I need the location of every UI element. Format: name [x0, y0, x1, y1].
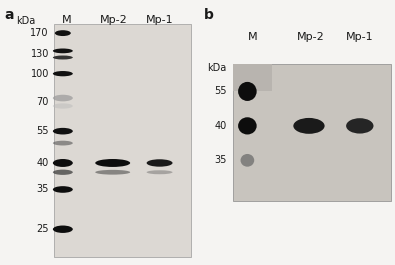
Bar — [54, 245, 192, 257]
Bar — [54, 59, 192, 70]
Bar — [54, 82, 192, 94]
Bar — [54, 222, 192, 234]
Text: 55: 55 — [214, 86, 227, 96]
Text: kDa: kDa — [16, 16, 35, 26]
Ellipse shape — [53, 128, 73, 135]
Bar — [54, 210, 192, 222]
Text: 130: 130 — [30, 49, 49, 59]
Bar — [54, 47, 192, 59]
Text: 55: 55 — [36, 126, 49, 136]
Text: kDa: kDa — [208, 63, 227, 73]
Bar — [54, 24, 192, 257]
Text: a: a — [4, 8, 13, 22]
Bar — [54, 105, 192, 117]
Ellipse shape — [53, 55, 73, 60]
Ellipse shape — [238, 82, 257, 101]
Ellipse shape — [147, 170, 173, 174]
Bar — [54, 175, 192, 187]
Ellipse shape — [293, 118, 325, 134]
Bar — [233, 64, 272, 91]
Bar — [54, 164, 192, 175]
Ellipse shape — [53, 141, 73, 145]
Text: M: M — [62, 15, 71, 25]
Bar — [233, 64, 391, 201]
Ellipse shape — [53, 226, 73, 233]
Ellipse shape — [346, 118, 374, 134]
Text: Mp-2: Mp-2 — [100, 15, 128, 25]
Text: 25: 25 — [36, 224, 49, 234]
Bar — [54, 152, 192, 164]
Text: 100: 100 — [30, 69, 49, 79]
Ellipse shape — [53, 48, 73, 53]
Text: b: b — [203, 8, 213, 22]
Text: Mp-1: Mp-1 — [346, 32, 374, 42]
Ellipse shape — [147, 159, 173, 167]
Text: Mp-1: Mp-1 — [146, 15, 173, 25]
Bar — [54, 24, 192, 36]
Ellipse shape — [53, 95, 73, 101]
Ellipse shape — [53, 186, 73, 193]
Bar — [54, 129, 192, 140]
Ellipse shape — [95, 159, 130, 167]
Bar — [54, 199, 192, 210]
Text: 35: 35 — [214, 155, 227, 165]
Text: 40: 40 — [37, 158, 49, 168]
Ellipse shape — [53, 170, 73, 175]
Text: M: M — [247, 32, 257, 42]
Text: 70: 70 — [36, 97, 49, 107]
Bar — [54, 187, 192, 199]
Ellipse shape — [241, 154, 254, 167]
Ellipse shape — [95, 170, 130, 175]
Text: 170: 170 — [30, 28, 49, 38]
Bar — [54, 140, 192, 152]
Text: Mp-2: Mp-2 — [297, 32, 325, 42]
Bar — [54, 94, 192, 105]
Bar — [54, 117, 192, 129]
Ellipse shape — [53, 103, 73, 109]
Bar — [54, 36, 192, 47]
Ellipse shape — [238, 117, 257, 135]
Bar — [54, 70, 192, 82]
Ellipse shape — [55, 30, 71, 36]
Text: 35: 35 — [36, 184, 49, 195]
Text: 40: 40 — [214, 121, 227, 131]
Bar — [54, 234, 192, 245]
Ellipse shape — [53, 71, 73, 76]
Ellipse shape — [53, 159, 73, 167]
